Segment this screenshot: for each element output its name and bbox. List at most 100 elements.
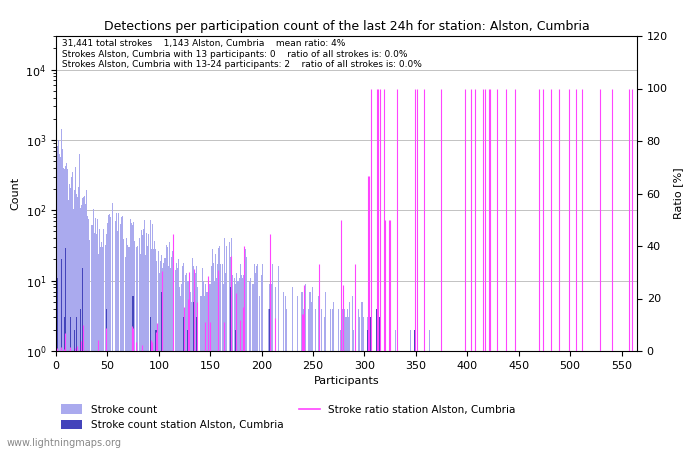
Bar [107,223,108,450]
Bar [142,351,143,450]
Bar [212,249,213,450]
Bar [268,309,270,450]
Bar [183,317,184,450]
Bar [484,351,485,450]
Bar [278,266,279,450]
Bar [474,351,475,450]
Bar [303,351,304,450]
Bar [311,302,312,450]
Bar [368,317,369,450]
Bar [180,296,181,450]
Bar [625,351,626,450]
Bar [424,351,425,450]
Bar [214,281,215,450]
Bar [120,225,121,450]
Bar [272,265,274,450]
Bar [164,258,165,450]
Bar [224,238,225,450]
Bar [208,292,209,450]
Bar [429,330,430,450]
Bar [218,284,219,450]
Bar [178,260,179,450]
Bar [181,284,182,450]
Bar [342,309,344,450]
Bar [61,260,62,450]
Bar [208,330,209,450]
Bar [568,351,570,450]
Bar [482,351,483,450]
Bar [496,351,498,450]
Bar [410,330,412,450]
Bar [70,188,71,450]
Bar [185,275,186,450]
Bar [610,351,611,450]
Y-axis label: Count: Count [10,177,20,210]
Bar [440,351,441,450]
Bar [582,351,583,450]
Bar [342,351,344,450]
Bar [286,309,287,450]
Bar [57,140,59,450]
Bar [97,351,99,450]
Bar [246,256,247,450]
Bar [97,254,99,450]
Bar [220,265,221,450]
Bar [543,351,544,450]
Bar [252,284,253,450]
Bar [73,208,74,450]
Bar [102,247,103,450]
Bar [148,234,149,450]
Bar [226,246,228,450]
Bar [153,249,154,450]
Bar [302,292,303,450]
Bar [416,351,417,450]
Bar [223,351,224,450]
Bar [187,281,188,450]
Bar [248,281,250,450]
Bar [117,231,118,450]
Bar [216,278,217,450]
Bar [210,284,211,450]
Bar [154,241,155,450]
Bar [333,302,334,450]
Bar [301,351,302,450]
Bar [211,266,212,450]
Bar [347,317,349,450]
Bar [83,197,84,450]
Bar [155,249,156,450]
Bar [631,351,632,450]
Bar [202,281,204,450]
Bar [69,351,70,450]
Bar [130,219,131,450]
Bar [304,296,305,450]
Bar [121,217,122,450]
Bar [344,309,346,450]
Bar [136,246,138,450]
Bar [217,265,218,450]
Bar [367,330,368,450]
Bar [167,266,169,450]
Bar [346,309,347,450]
Bar [470,351,471,450]
Bar [309,292,311,450]
Bar [472,351,473,450]
Bar [179,288,180,450]
Bar [358,309,359,450]
Bar [197,288,198,450]
Bar [186,273,187,450]
Bar [109,213,110,450]
Bar [395,330,396,450]
Bar [407,351,408,450]
Bar [514,351,515,450]
Bar [183,263,184,450]
Bar [353,330,354,450]
Bar [318,317,320,450]
Bar [554,351,555,450]
Bar [338,309,339,450]
Bar [256,266,257,450]
Bar [274,351,276,450]
Bar [631,351,632,450]
Bar [550,351,551,450]
Bar [483,351,484,450]
Bar [78,187,79,450]
